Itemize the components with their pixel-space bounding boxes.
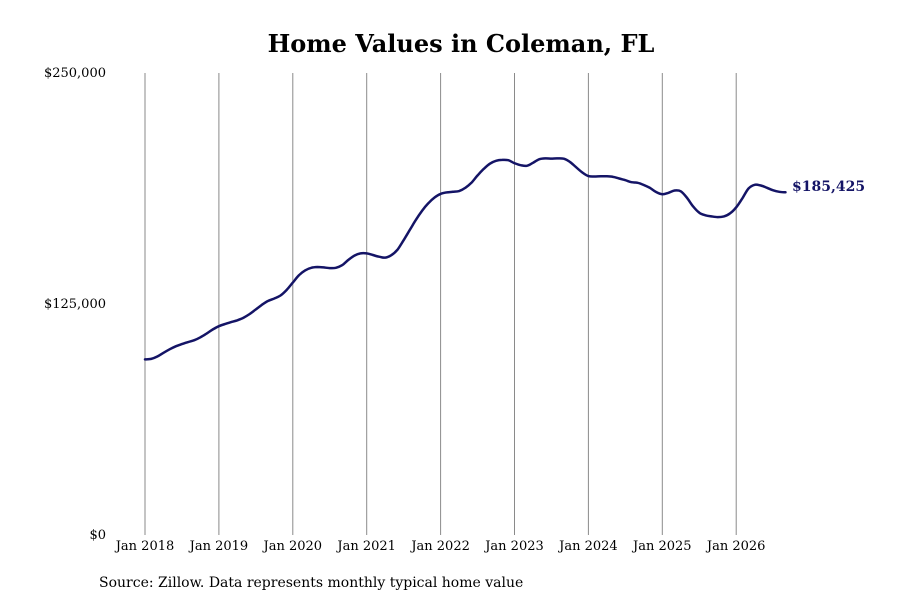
x-tick-label: Jan 2022 [409, 539, 470, 554]
x-tick-label: Jan 2020 [262, 539, 323, 554]
y-tick-label: $0 [89, 528, 106, 543]
x-tick-label: Jan 2025 [631, 539, 692, 554]
grid-layer [144, 73, 737, 535]
y-tick-label: $125,000 [44, 297, 106, 312]
x-tick-label: Jan 2023 [483, 539, 544, 554]
x-tick-label: Jan 2026 [705, 539, 766, 554]
y-axis-tick-labels: $0 $125,000 $250,000 [44, 66, 106, 543]
last-value-label: $185,425 [792, 179, 865, 195]
x-axis-tick-labels: Jan 2018 Jan 2019 Jan 2020 Jan 2021 Jan 2022… [114, 539, 766, 554]
source-note: Source: Zillow. Data represents monthly … [99, 575, 523, 591]
chart-title: Home Values in Coleman, FL [268, 29, 655, 58]
series-layer [143, 157, 787, 361]
y-tick-label: $250,000 [44, 66, 106, 81]
x-tick-label: Jan 2024 [557, 539, 618, 554]
x-tick-label: Jan 2021 [335, 539, 396, 554]
x-tick-label: Jan 2018 [114, 539, 175, 554]
x-tick-label: Jan 2019 [188, 539, 249, 554]
series-line-0 [143, 157, 787, 361]
